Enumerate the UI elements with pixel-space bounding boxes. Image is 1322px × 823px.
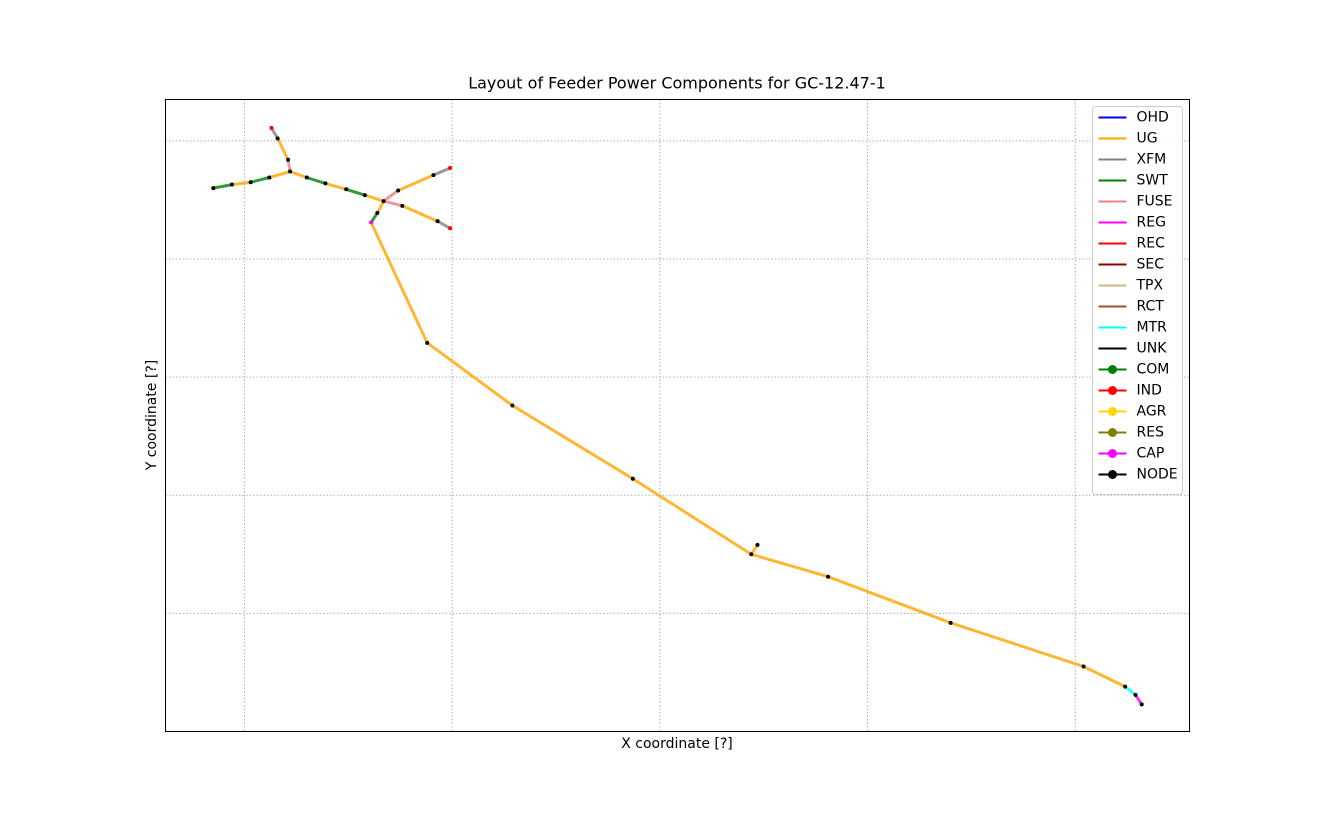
legend-label: FUSE [1137,194,1173,210]
node-marker [211,186,216,191]
node-marker [400,203,405,208]
component-line [213,176,379,224]
node-marker [267,175,272,180]
component-line [286,159,403,208]
component-line [270,127,451,230]
legend-label: REC [1137,236,1166,252]
node-marker [304,175,309,180]
legend-label: REG [1137,215,1166,231]
legend-marker [1108,386,1117,395]
node-marker [248,180,253,185]
node-marker [1139,702,1144,707]
legend-label: NODE [1137,467,1178,483]
node-marker [630,476,635,481]
node-marker [269,125,274,130]
legend-label: CAP [1137,446,1165,462]
node-marker [448,166,453,171]
chart-title: Layout of Feeder Power Components for GC… [468,74,886,93]
node-marker [826,574,831,579]
node-marker [425,340,430,345]
node-marker [375,210,380,215]
legend-label: SWT [1137,173,1169,189]
node-marker [1123,684,1128,689]
node-marker [288,169,293,174]
node-marker [381,199,386,204]
component-line [1124,685,1137,697]
node-marker [510,403,515,408]
node-marker [323,181,328,186]
node-marker [396,188,401,193]
node-marker [448,226,453,231]
node-marker [362,193,367,198]
legend: OHD UG XFM SWT FUSE REG REC SEC TPX RCT MTR UNK COM I… [1092,106,1183,495]
legend-label: UG [1137,131,1158,147]
node-marker [369,220,374,225]
legend-label: IND [1137,383,1162,399]
legend-label: OHD [1137,110,1169,126]
node-marker [275,136,280,141]
legend-marker [1108,428,1117,437]
legend-marker [1108,449,1117,458]
node-marker [755,542,760,547]
component-line [231,137,1126,688]
legend-label: MTR [1137,320,1168,336]
legend-marker [1108,365,1117,374]
legend-marker [1108,407,1117,416]
node-marker [435,219,440,224]
y-axis-label: Y coordinate [?] [144,360,160,471]
legend-label: RCT [1137,299,1165,315]
axes-frame [165,99,1190,732]
legend-label: SEC [1137,257,1165,273]
legend-label: TPX [1136,278,1164,294]
node-marker [1081,664,1086,669]
node-marker [749,552,754,557]
node-marker [344,187,349,192]
legend-label: COM [1137,362,1170,378]
legend-label: RES [1137,425,1165,441]
node-marker [1133,692,1138,697]
legend-label: AGR [1137,404,1167,420]
legend-box [1092,106,1183,495]
legend-label: XFM [1137,152,1167,168]
legend-marker [1108,470,1117,479]
x-axis-label: X coordinate [?] [621,736,733,752]
node-marker [948,620,953,625]
node-marker [229,182,234,187]
node-marker [431,173,436,178]
legend-label: UNK [1137,341,1168,357]
plot-area [165,99,1190,732]
node-marker [286,157,291,162]
